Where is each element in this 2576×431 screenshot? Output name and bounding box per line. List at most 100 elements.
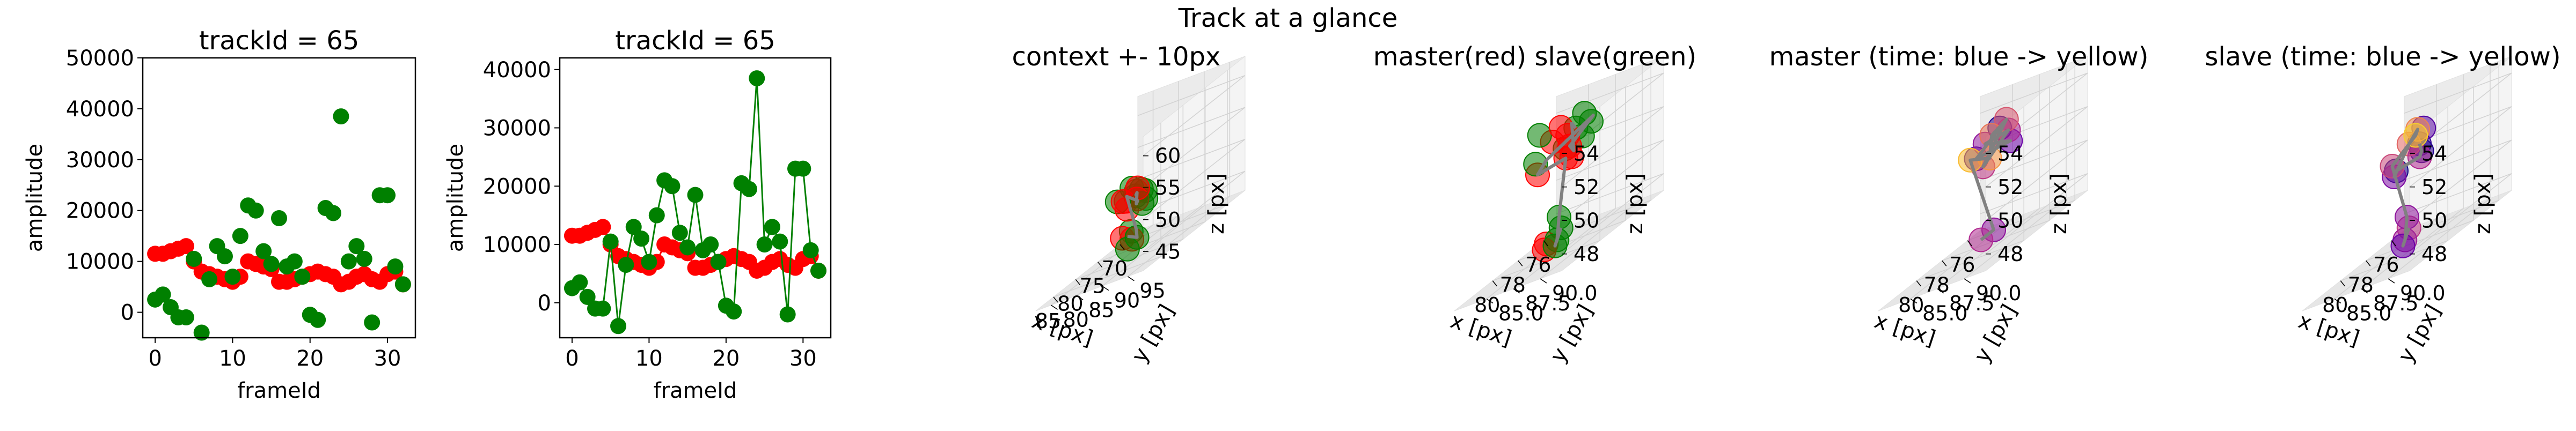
z-tick-label: 55 — [1155, 176, 1181, 199]
z-tick-label: 50 — [1574, 209, 1599, 232]
x-tick-label: 76 — [1949, 253, 1975, 277]
x-tick — [1119, 244, 1125, 250]
y-tick-label: 85 — [1088, 298, 1114, 322]
chart-2: trackId = 65 0 10 20 30 0 10000 20000 30000 40000… — [443, 26, 832, 403]
y-tick-label: 87.5 — [1949, 292, 1995, 315]
y-tick — [2334, 298, 2341, 304]
y-tick-label: 90.0 — [1976, 281, 2022, 305]
z-tick-label: 50 — [1997, 209, 2023, 232]
y-tick-label: 30000 — [483, 116, 551, 141]
grid-line — [2404, 106, 2512, 188]
grid-line — [1137, 170, 1246, 252]
pane-floor — [1035, 190, 1246, 311]
y-tick-label: 80 — [1063, 308, 1089, 331]
y-tick-label: 0 — [538, 291, 551, 316]
z-axis-label: z [px] — [1623, 173, 1648, 234]
grid-line — [1964, 64, 2067, 279]
x-tick — [1916, 280, 1921, 287]
data-point — [795, 160, 811, 177]
grid-line — [1102, 71, 1205, 287]
data-point — [232, 228, 248, 244]
data-point — [810, 262, 827, 279]
grid-line — [1051, 91, 1154, 306]
grid-line — [1127, 62, 1231, 277]
x-tick-label: 0 — [148, 346, 162, 371]
z-axis-label: z [px] — [2047, 173, 2072, 234]
x-tick-label: 75 — [1079, 274, 1105, 298]
grid-line — [2388, 64, 2491, 279]
grid-line — [1053, 122, 1161, 298]
z-tick-label: 54 — [1997, 142, 2023, 165]
x-axis-label: frameId — [654, 378, 737, 403]
data-point — [325, 205, 342, 221]
grid-line — [1492, 106, 1600, 281]
y-tick-label: 10000 — [66, 250, 134, 274]
z-tick-label: 48 — [1574, 242, 1599, 266]
data-point — [255, 243, 272, 259]
data-point — [294, 269, 311, 285]
data-point — [379, 187, 396, 204]
data-point — [772, 233, 788, 250]
grid-line — [1137, 139, 1246, 220]
data-point — [779, 306, 796, 323]
data-point — [310, 311, 326, 328]
chart-title: master (time: blue -> yellow) — [1769, 42, 2149, 72]
data-point — [664, 178, 680, 195]
data-point — [224, 269, 241, 285]
y-tick-label: 20000 — [483, 174, 551, 199]
plot-frame — [559, 57, 832, 339]
z-tick-label: 54 — [1574, 142, 1599, 165]
y-tick-label: 40000 — [483, 58, 551, 83]
z-axis-label: z [px] — [1204, 173, 1229, 234]
y-tick-label: 90 — [1114, 289, 1140, 313]
x-tick — [1097, 262, 1103, 268]
data-point — [618, 257, 634, 273]
y-tick — [1910, 298, 1918, 304]
grid-line — [2340, 106, 2448, 281]
x-tick — [1543, 240, 1548, 247]
y-tick — [1540, 278, 1547, 284]
grid-line — [1556, 173, 1664, 255]
z-tick-label: 52 — [1997, 175, 2023, 199]
data-point — [595, 219, 611, 235]
data-point — [679, 239, 696, 256]
x-tick — [1053, 296, 1058, 303]
grid-line — [2334, 84, 2437, 300]
data-point — [648, 207, 665, 224]
data-point — [387, 258, 404, 275]
x-tick-label: 70 — [1102, 257, 1128, 280]
data-point — [348, 238, 365, 255]
data-point — [671, 225, 688, 241]
x-tick — [2340, 280, 2345, 287]
data-point — [186, 250, 202, 267]
chart-title: slave (time: blue -> yellow) — [2205, 42, 2560, 72]
data-point — [710, 254, 727, 270]
track-path — [1125, 191, 1139, 239]
figure-suptitle: Track at a glance — [1178, 3, 1398, 33]
track-path — [1536, 114, 1595, 248]
x-tick-label: 78 — [2348, 273, 2374, 296]
data-point — [572, 274, 588, 291]
grid-line — [1075, 105, 1184, 280]
z-tick-label: 52 — [2421, 175, 2447, 199]
data-point — [633, 231, 650, 247]
plot-frame — [142, 57, 416, 339]
y-tick-label: 50000 — [66, 46, 134, 71]
data-point — [749, 70, 765, 87]
track-path — [1968, 117, 2012, 241]
data-point — [756, 236, 773, 252]
y-tick — [1486, 298, 1494, 304]
x-axis-label: frameId — [237, 378, 321, 403]
z-tick-label: 48 — [2421, 242, 2447, 266]
data-point — [155, 286, 171, 303]
grid-line — [1513, 74, 1616, 289]
x-tick-label: 76 — [2373, 253, 2399, 277]
x-tick-label: 80 — [1898, 293, 1924, 317]
z-tick-label: 50 — [1155, 208, 1181, 232]
x-tick-label: 78 — [1500, 273, 1526, 296]
data-point — [356, 250, 372, 267]
grid-line — [1937, 74, 2040, 289]
